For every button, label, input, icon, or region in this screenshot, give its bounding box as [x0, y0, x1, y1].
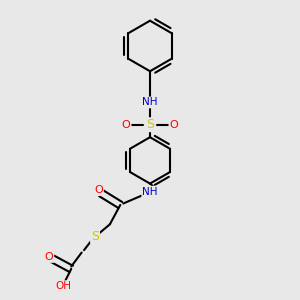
Text: O: O	[122, 120, 130, 130]
Text: S: S	[146, 118, 154, 131]
Text: O: O	[169, 120, 178, 130]
Text: NH: NH	[142, 187, 158, 196]
Text: O: O	[45, 252, 53, 262]
Text: S: S	[91, 230, 99, 243]
Text: NH: NH	[142, 98, 158, 107]
Text: O: O	[94, 185, 103, 195]
Text: OH: OH	[56, 281, 72, 291]
